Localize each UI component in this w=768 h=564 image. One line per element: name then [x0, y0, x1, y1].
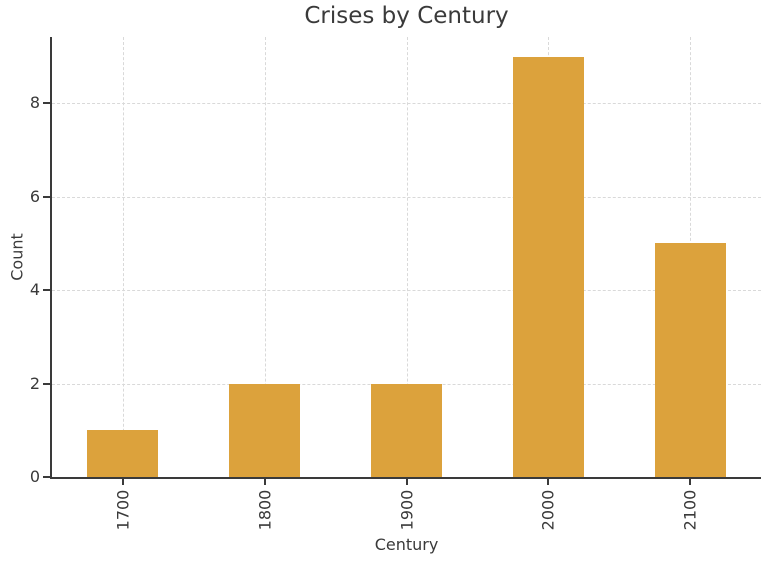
x-tick-label: 1900	[397, 489, 416, 531]
y-tick-label: 4	[29, 280, 40, 300]
y-tick-label: 6	[29, 186, 40, 206]
x-axis-label: Century	[374, 535, 439, 554]
bar	[512, 56, 584, 477]
bar	[371, 383, 442, 477]
x-tick-label: 2100	[680, 489, 700, 531]
v-gridline	[122, 37, 124, 477]
y-tick-label: 8	[29, 93, 40, 113]
y-tick-mark	[43, 195, 50, 198]
y-tick-mark	[43, 382, 50, 385]
y-tick-mark	[43, 289, 50, 292]
y-axis-label: Count	[7, 233, 27, 281]
y-tick-label: 2	[29, 373, 40, 393]
x-tick-mark	[121, 479, 124, 485]
y-tick-mark	[43, 476, 50, 478]
x-tick-mark	[263, 479, 266, 485]
x-tick-mark	[547, 479, 550, 485]
x-tick-label: 2000	[538, 489, 558, 531]
plot-area	[50, 37, 761, 479]
x-tick-label: 1700	[113, 489, 133, 531]
y-tick-mark	[43, 102, 50, 105]
bar	[87, 430, 159, 477]
bar	[229, 383, 301, 477]
v-gridline	[406, 37, 408, 477]
chart-title: Crises by Century	[304, 3, 509, 29]
bar	[654, 243, 726, 477]
x-tick-mark	[689, 479, 692, 485]
x-tick-mark	[405, 479, 408, 485]
v-gridline	[264, 37, 266, 477]
y-tick-label: 0	[29, 467, 40, 486]
x-tick-label: 1800	[255, 489, 275, 531]
